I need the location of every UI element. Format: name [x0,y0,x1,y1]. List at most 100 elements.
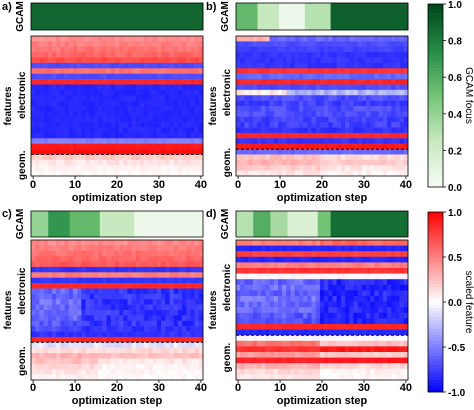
heatmap-cell [119,165,124,171]
heatmap-cell [298,318,304,325]
heatmap-cell [131,143,137,150]
heatmap-cell [256,329,262,336]
heatmap-cell [131,240,137,246]
heatmap-cell [273,284,279,291]
heatmap-cell [165,154,170,161]
heatmap-cell [366,95,371,101]
heatmap-cell [43,159,49,166]
heatmap-cell [140,89,145,96]
heatmap-cell [382,357,388,364]
heatmap-cell [366,346,371,353]
heatmap-cell [35,138,40,144]
heatmap-cell [127,240,132,246]
heatmap-cell [378,357,384,364]
colorbar-tick-label: 0.6 [448,73,462,84]
heatmap-cell [395,149,400,155]
heatmap-cell [106,250,112,257]
heatmap-cell [89,36,95,42]
heatmap-cell [186,304,191,311]
heatmap-cell [349,335,354,342]
heatmap-cell [336,73,342,80]
heatmap-cell [173,138,179,144]
heatmap-cell [366,318,371,325]
heatmap-cell [387,318,392,325]
heatmap-cell [391,368,396,375]
heatmap-cell [336,46,342,53]
heatmap-cell [93,79,99,85]
heatmap-cell [81,122,86,128]
heatmap-cell [244,262,249,269]
heatmap-cell [387,100,392,107]
heatmap-cell [131,122,137,128]
heatmap-cell [161,154,166,161]
heatmap-cell [395,279,400,286]
heatmap-cell [286,52,291,58]
heatmap-cell [399,116,405,123]
heatmap-cell [51,57,57,64]
heatmap-cell [370,127,375,134]
heatmap-cell [307,116,312,123]
heatmap-cell [56,159,61,166]
heatmap-cell [374,73,379,80]
heatmap-cell [39,369,44,375]
heatmap-cell [93,132,99,139]
heatmap-cell [169,95,174,101]
heatmap-cell [311,79,317,85]
heatmap-cell [298,346,304,353]
gcam-axis-label: GCAM [220,1,231,32]
heatmap-cell [294,251,300,258]
heatmap-cell [340,84,346,91]
heatmap-cell [374,143,379,150]
gcam-segment [287,211,319,237]
heatmap-cell [256,296,262,302]
heatmap-cell [127,304,132,311]
heatmap-cell [119,122,124,128]
heatmap-cell [298,352,304,358]
heatmap-cell [290,89,296,96]
heatmap-cell [110,310,116,316]
heatmap-cell [244,68,249,74]
heatmap-cell [182,149,187,155]
heatmap-cell [286,346,291,353]
heatmap-cell [265,279,270,286]
heatmap-cell [123,261,128,268]
heatmap-cell [349,52,354,58]
heatmap-cell [328,89,333,96]
heatmap-cell [256,159,262,166]
heatmap-cell [345,143,350,150]
heatmap-cell [39,261,44,268]
heatmap-cell [169,310,174,316]
colorbar-swatch [428,212,443,216]
heatmap-cell [194,159,200,166]
heatmap-cell [290,62,296,69]
heatmap-cell [194,315,200,322]
heatmap-cell [186,165,191,171]
heatmap-cell [56,100,61,107]
heatmap-cell [81,266,86,273]
heatmap-cell [294,57,300,64]
heatmap-cell [161,310,166,316]
heatmap-cell [56,84,61,91]
heatmap-cell [190,73,195,80]
heatmap-cell [336,57,342,64]
heatmap-cell [328,301,333,308]
heatmap-cell [387,307,392,314]
heatmap-cell [391,57,396,64]
heatmap-cell [47,52,53,58]
heatmap-cell [395,165,400,171]
heatmap-cell [81,240,86,246]
heatmap-cell [244,307,249,314]
heatmap-cell [169,116,174,123]
heatmap-cell [282,100,287,107]
heatmap-cell [248,240,254,246]
heatmap-cell [98,277,103,284]
heatmap-cell [68,256,74,262]
heatmap-cell [273,256,279,263]
heatmap-cell [370,62,375,69]
heatmap-cell [307,318,312,325]
colorbar-swatch [428,350,443,354]
colorbar-swatch [428,227,443,231]
heatmap-cell [248,256,254,263]
heatmap-cell [315,143,321,150]
heatmap-cell [182,336,187,343]
